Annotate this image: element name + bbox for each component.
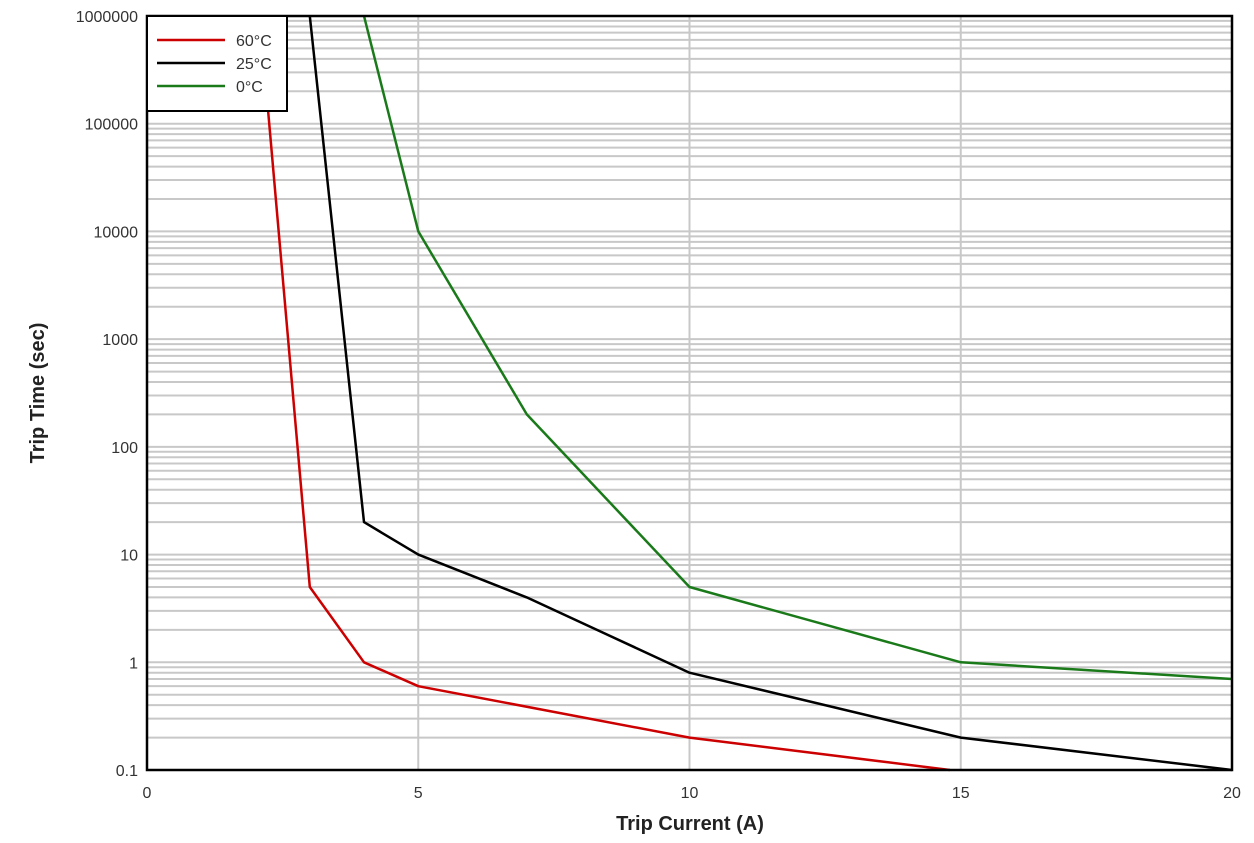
y-tick-label: 1000: [102, 332, 138, 349]
x-axis-ticks: 0 5 10 15 20: [143, 785, 1241, 802]
x-tick-label: 15: [952, 785, 970, 802]
x-tick-label: 10: [681, 785, 699, 802]
y-tick-label: 100000: [85, 117, 138, 134]
plot-frame: [145, 14, 1234, 772]
y-axis-ticks: 0.1 1 10 100 1000 10000 100000 1000000: [76, 9, 138, 780]
series-line-1: [308, 15, 1233, 772]
x-tick-label: 20: [1223, 785, 1241, 802]
legend: 60°C 25°C 0°C: [146, 15, 288, 112]
y-tick-label: 1: [129, 655, 138, 672]
x-tick-label: 0: [143, 785, 152, 802]
legend-label-1: 25°C: [236, 56, 272, 73]
y-tick-label: 0.1: [116, 763, 138, 780]
series-line-2: [362, 15, 1233, 681]
y-tick-label: 1000000: [76, 9, 138, 26]
x-axis-title: Trip Current (A): [616, 813, 764, 835]
y-tick-label: 10000: [94, 224, 139, 241]
legend-label-0: 60°C: [236, 33, 272, 50]
y-tick-label: 10: [120, 548, 138, 565]
grid-lines: [147, 16, 1232, 771]
legend-label-2: 0°C: [236, 79, 263, 96]
series-lines: [265, 15, 1233, 772]
series-line-0: [265, 91, 951, 772]
y-axis-title: Trip Time (sec): [27, 323, 49, 464]
x-tick-label: 5: [414, 785, 423, 802]
y-tick-label: 100: [111, 440, 138, 457]
